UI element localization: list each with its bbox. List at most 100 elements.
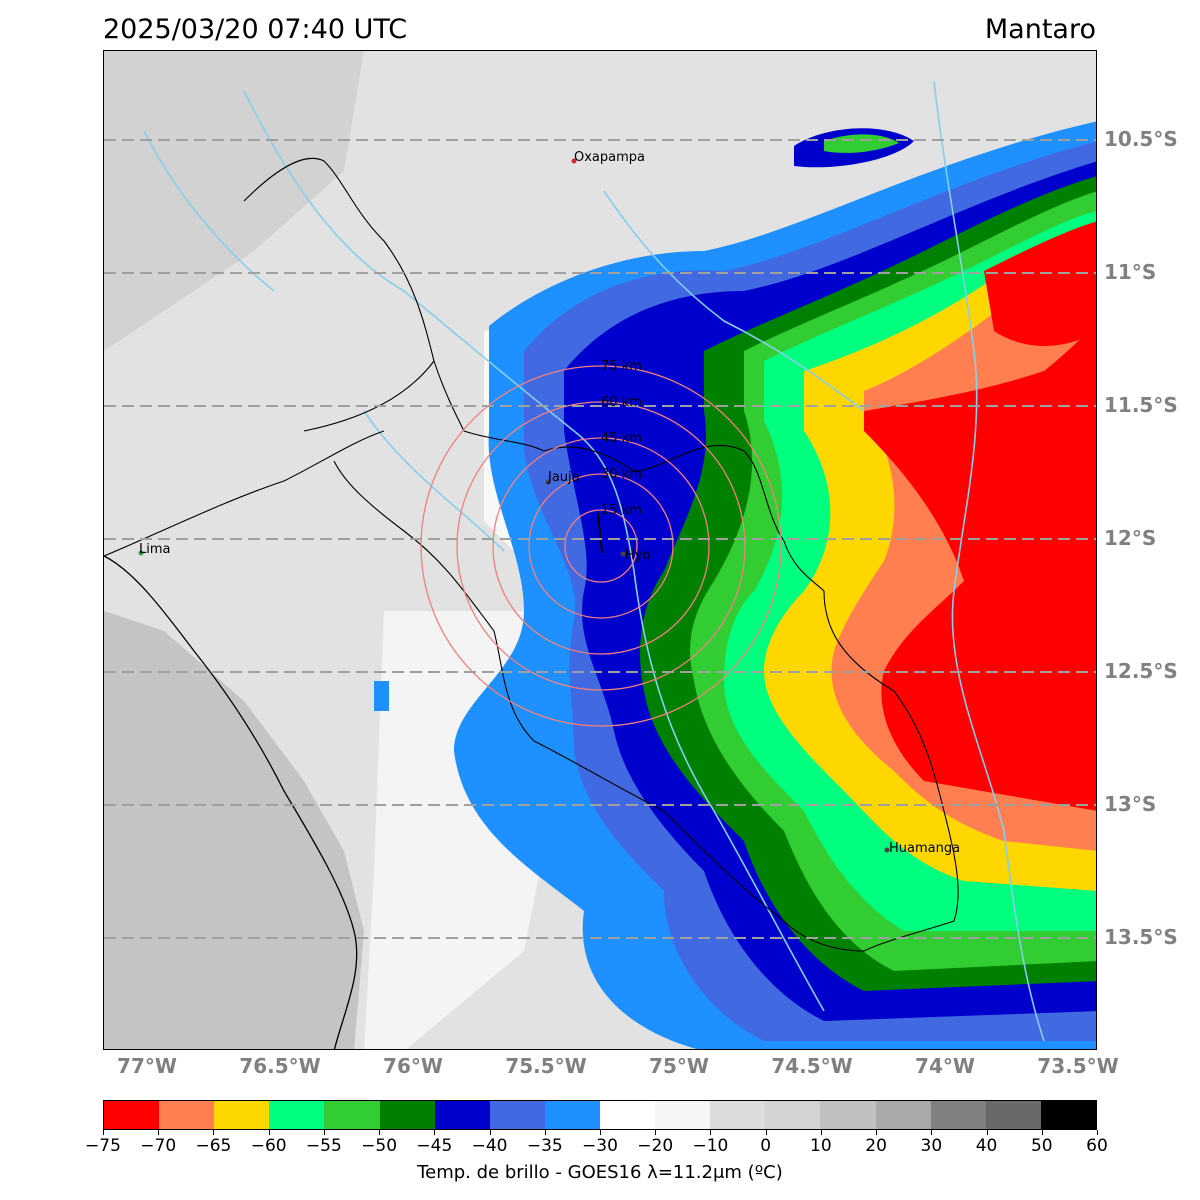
colorbar-cell bbox=[434, 1101, 490, 1129]
colorbar-tick-label: 40 bbox=[975, 1136, 998, 1156]
lat-label-11: 11°S bbox=[1104, 260, 1157, 284]
range-rings bbox=[420, 365, 782, 727]
colorbar-tick-mark bbox=[986, 1130, 988, 1135]
colorbar-tick-label: 0 bbox=[760, 1136, 772, 1156]
colorbar-cell bbox=[214, 1101, 270, 1129]
colorbar-tick-label: −65 bbox=[195, 1136, 232, 1156]
colorbar-cell bbox=[1040, 1101, 1096, 1129]
colorbar-tick-label: −40 bbox=[471, 1136, 508, 1156]
colorbar-cell bbox=[655, 1101, 711, 1129]
city-dot-lima bbox=[138, 550, 144, 556]
colorbar-cell bbox=[930, 1101, 986, 1129]
cloud-layer-minus75-east bbox=[864, 323, 1096, 811]
lon-label-75: 75°W bbox=[649, 1054, 709, 1078]
colorbar-tick-label: −10 bbox=[692, 1136, 729, 1156]
map-canvas: Oxapampa Jauja Hyo Lima Huamanga 15 km 3… bbox=[104, 51, 1096, 1049]
cloud-cell-west bbox=[374, 681, 389, 711]
colorbar-tick-mark bbox=[489, 1130, 491, 1135]
colorbar-tick-label: 50 bbox=[1030, 1136, 1053, 1156]
colorbar-cell bbox=[985, 1101, 1041, 1129]
colorbar-tick-mark bbox=[1097, 1130, 1098, 1135]
lat-label-13: 13°S bbox=[1104, 792, 1157, 816]
colorbar-tick-label: −55 bbox=[305, 1136, 342, 1156]
ring-label-60km: 60 km bbox=[601, 395, 642, 410]
colorbar-cell bbox=[710, 1101, 766, 1129]
colorbar-tick-label: −75 bbox=[85, 1136, 121, 1156]
colorbar-tick-label: −30 bbox=[582, 1136, 618, 1156]
colorbar-tick-mark bbox=[379, 1130, 381, 1135]
city-dot-huancayo bbox=[620, 551, 626, 557]
colorbar-tick-mark bbox=[931, 1130, 933, 1135]
colorbar-tick-mark bbox=[268, 1130, 270, 1135]
colorbar-tick-mark bbox=[876, 1130, 878, 1135]
colorbar-tick-mark bbox=[600, 1130, 601, 1135]
colorbar-tick-label: −50 bbox=[361, 1136, 398, 1156]
andes-gray-north bbox=[104, 51, 364, 351]
colorbar-cell bbox=[765, 1101, 821, 1129]
lon-label-74-5: 74.5°W bbox=[771, 1054, 853, 1078]
lon-label-77: 77°W bbox=[117, 1054, 177, 1078]
colorbar-tick-mark bbox=[710, 1130, 712, 1135]
ring-label-15km: 15 km bbox=[601, 503, 642, 518]
colorbar-cell bbox=[104, 1101, 160, 1129]
colorbar-tick-label: −20 bbox=[637, 1136, 674, 1156]
lon-label-73-5: 73.5°W bbox=[1037, 1054, 1119, 1078]
colorbar-tick-mark bbox=[103, 1130, 104, 1135]
coastal-desert bbox=[104, 611, 364, 1049]
city-label-jauja: Jauja bbox=[547, 470, 580, 485]
colorbar-cell bbox=[489, 1101, 545, 1129]
colorbar-tick-label: −70 bbox=[140, 1136, 177, 1156]
ring-label-45km: 45 km bbox=[601, 431, 642, 446]
colorbar-cell bbox=[875, 1101, 931, 1129]
city-label-huamanga: Huamanga bbox=[889, 841, 960, 856]
lat-label-13-5: 13.5°S bbox=[1104, 925, 1178, 949]
colorbar-cell bbox=[544, 1101, 600, 1129]
lon-label-76-5: 76.5°W bbox=[239, 1054, 321, 1078]
city-dot-huamanga bbox=[884, 847, 890, 853]
colorbar-tick-label: 30 bbox=[920, 1136, 943, 1156]
colorbar bbox=[103, 1100, 1097, 1130]
lon-label-75-5: 75.5°W bbox=[505, 1054, 587, 1078]
lat-label-11-5: 11.5°S bbox=[1104, 393, 1178, 417]
colorbar-tick-mark bbox=[655, 1130, 657, 1135]
region-title: Mantaro bbox=[984, 14, 1096, 45]
colorbar-tick-label: 60 bbox=[1086, 1136, 1108, 1156]
colorbar-cell bbox=[379, 1101, 435, 1129]
colorbar-cell bbox=[159, 1101, 215, 1129]
satellite-map[interactable]: Oxapampa Jauja Hyo Lima Huamanga 15 km 3… bbox=[103, 50, 1097, 1050]
colorbar-cell bbox=[820, 1101, 876, 1129]
colorbar-tick-label: 10 bbox=[810, 1136, 832, 1156]
cloud-layer-minus75-north bbox=[984, 221, 1096, 346]
colorbar-tick-label: −35 bbox=[526, 1136, 563, 1156]
lat-label-12: 12°S bbox=[1104, 526, 1157, 550]
colorbar-cell bbox=[599, 1101, 656, 1129]
lon-label-74: 74°W bbox=[915, 1054, 975, 1078]
colorbar-tick-mark bbox=[213, 1130, 215, 1135]
rivers bbox=[143, 80, 1045, 1042]
colorbar-tick-mark bbox=[434, 1130, 436, 1135]
coastline bbox=[104, 555, 358, 1049]
colorbar-tick-mark bbox=[820, 1130, 822, 1135]
colorbar-tick-label: 20 bbox=[865, 1136, 887, 1156]
colorbar-tick-label: −60 bbox=[250, 1136, 287, 1156]
colorbar-cell bbox=[324, 1101, 380, 1129]
city-dot-jauja bbox=[545, 479, 551, 485]
colorbar-tick-mark bbox=[765, 1130, 767, 1135]
city-label-huancayo: Hyo bbox=[625, 548, 650, 563]
boundaries bbox=[104, 157, 959, 952]
ring-label-75km: 75 km bbox=[601, 359, 642, 374]
colorbar-label: Temp. de brillo - GOES16 λ=11.2μm (ºC) bbox=[417, 1162, 783, 1183]
colorbar-tick-mark bbox=[1041, 1130, 1043, 1135]
colorbar-tick-mark bbox=[544, 1130, 546, 1135]
latitude-gridlines bbox=[104, 139, 1096, 939]
colorbar-tick-mark bbox=[158, 1130, 160, 1135]
lat-label-10-5: 10.5°S bbox=[1104, 127, 1178, 151]
city-label-lima: Lima bbox=[139, 542, 170, 557]
radar-beam-marker bbox=[597, 512, 603, 554]
lon-label-76: 76°W bbox=[383, 1054, 443, 1078]
ring-label-30km: 30 km bbox=[601, 467, 642, 482]
colorbar-cell bbox=[269, 1101, 325, 1129]
lat-label-12-5: 12.5°S bbox=[1104, 659, 1178, 683]
timestamp-title: 2025/03/20 07:40 UTC bbox=[103, 14, 408, 45]
city-dot-oxapampa bbox=[571, 158, 577, 164]
